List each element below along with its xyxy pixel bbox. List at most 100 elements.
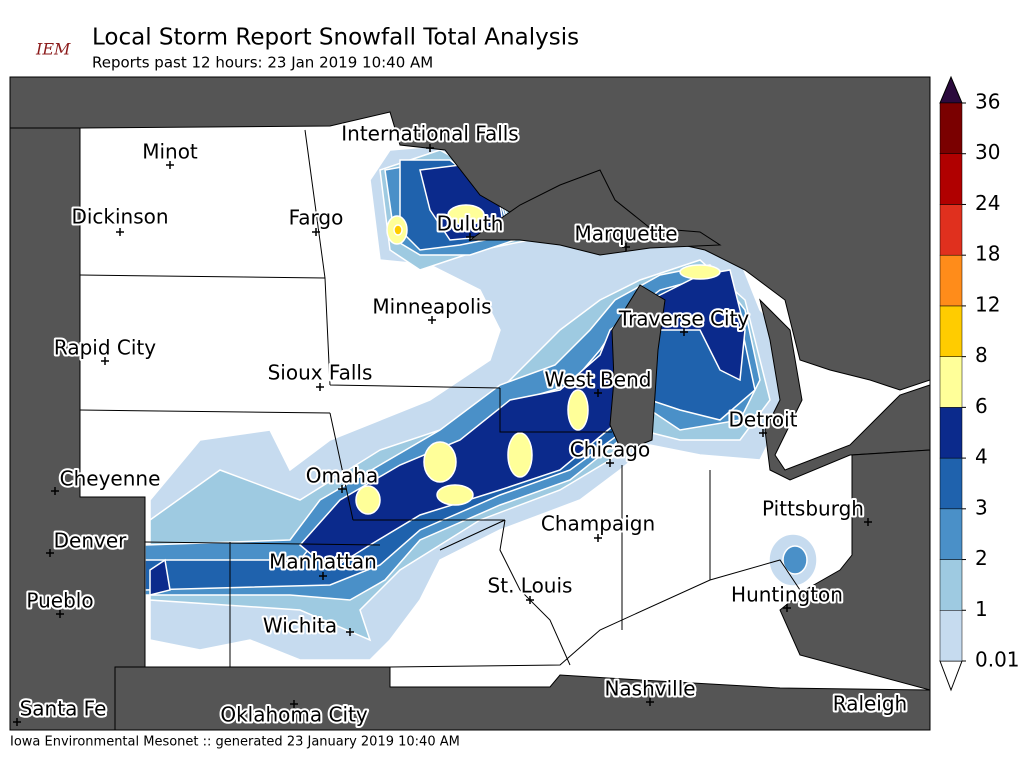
city-label: St. Louis (488, 574, 573, 598)
colorbar-segment (939, 356, 963, 408)
city-marker (606, 459, 614, 467)
city-marker (428, 316, 436, 324)
city-label: Cheyenne (60, 467, 161, 491)
city-label: Minot (142, 140, 198, 164)
snow-area (436, 484, 474, 506)
colorbar-segment (939, 102, 963, 154)
snow-area (679, 264, 721, 280)
footer: Iowa Environmental Mesonet :: generated … (10, 735, 460, 750)
city-marker (594, 534, 602, 542)
snow-area (423, 441, 457, 483)
colorbar-label: 24 (975, 191, 1000, 215)
city-label: Dickinson (71, 205, 168, 229)
city-label: West Bend (545, 368, 652, 392)
city-label: Chicago (570, 438, 650, 462)
snow-area (507, 432, 533, 478)
city-label: Raleigh (833, 692, 908, 716)
colorbar-segment (939, 457, 963, 510)
snow-area (447, 204, 485, 226)
city-label: Pueblo (26, 589, 93, 613)
colorbar-label: 1 (975, 597, 988, 621)
colorbar-segment (939, 305, 963, 357)
city-label: Minneapolis (372, 295, 491, 319)
city-label: Manhattan (269, 550, 377, 574)
city-label: Omaha (306, 464, 378, 488)
colorbar-segment (939, 407, 963, 459)
colorbar-over (939, 75, 963, 104)
snow-area (567, 389, 589, 431)
colorbar-label: 6 (975, 394, 988, 418)
city-label: Fargo (289, 206, 344, 230)
cities: Minot Dickinson Fargo International Falls Du… (13, 120, 909, 729)
city-label: Traverse City (618, 307, 750, 331)
colorbar-label: 30 (975, 140, 1000, 164)
city-label: Santa Fe (20, 697, 107, 721)
city-marker (622, 243, 630, 251)
colorbar-label: 3 (975, 495, 988, 519)
colorbar-segment (939, 508, 963, 560)
colorbar-segment (939, 559, 963, 611)
city-label: Marquette (574, 222, 677, 246)
lake-huron-erie (759, 298, 931, 481)
colorbar-label: 18 (975, 242, 1000, 266)
colorbar-segment (939, 204, 963, 256)
plot (9, 76, 931, 731)
lake-michigan (609, 284, 666, 453)
city-marker (526, 596, 534, 604)
city-label: Rapid City (54, 336, 156, 360)
colorbar-segment (939, 610, 963, 662)
colorbar-segment (939, 153, 963, 205)
colorbar-label: 12 (975, 292, 1000, 316)
city-label: Duluth (437, 212, 504, 236)
colorbar-label: 36 (975, 90, 1000, 114)
city-marker (783, 604, 791, 612)
city-marker (426, 144, 434, 152)
city-marker (759, 429, 767, 437)
city-label: Nashville (604, 677, 695, 701)
city-label: International Falls (341, 122, 518, 146)
city-marker (316, 383, 324, 391)
south-region (114, 666, 931, 731)
city-marker (290, 700, 298, 708)
city-marker (680, 328, 688, 336)
city-label: Champaign (541, 512, 655, 536)
city-marker (646, 698, 654, 706)
city-marker (866, 701, 874, 709)
colorbar-label: 2 (975, 546, 988, 570)
city-label: Huntington (731, 583, 843, 607)
city-marker (466, 233, 474, 241)
colorbar-label: 0.01 (975, 648, 1020, 672)
city-marker (864, 518, 872, 526)
city-marker (116, 228, 124, 236)
city-label: Pittsburgh (762, 497, 864, 521)
city-marker (319, 572, 327, 580)
city-marker (46, 549, 54, 557)
city-marker (13, 718, 21, 726)
snow-area (355, 485, 381, 515)
east-region (779, 449, 931, 691)
city-marker (101, 357, 109, 365)
city-label: Sioux Falls (268, 361, 373, 385)
city-marker (56, 610, 64, 618)
state-lines (79, 129, 801, 668)
logo: IEM (35, 40, 71, 59)
city-marker (51, 487, 59, 495)
city-label: Oklahoma City (220, 703, 368, 727)
colorbar-under (939, 660, 963, 692)
city-marker (166, 161, 174, 169)
city-marker (346, 628, 354, 636)
city-marker (312, 228, 320, 236)
snow-area (393, 224, 403, 236)
lake-superior (468, 169, 722, 256)
title: Local Storm Report Snowfall Total Analys… (92, 25, 579, 51)
city-label: Wichita (263, 614, 337, 638)
colorbar-label: 8 (975, 343, 988, 367)
snow-area (782, 545, 808, 575)
colorbar-label: 4 (975, 445, 988, 469)
city-marker (338, 485, 346, 493)
city-marker (594, 389, 602, 397)
colorbar-segment (939, 254, 963, 307)
